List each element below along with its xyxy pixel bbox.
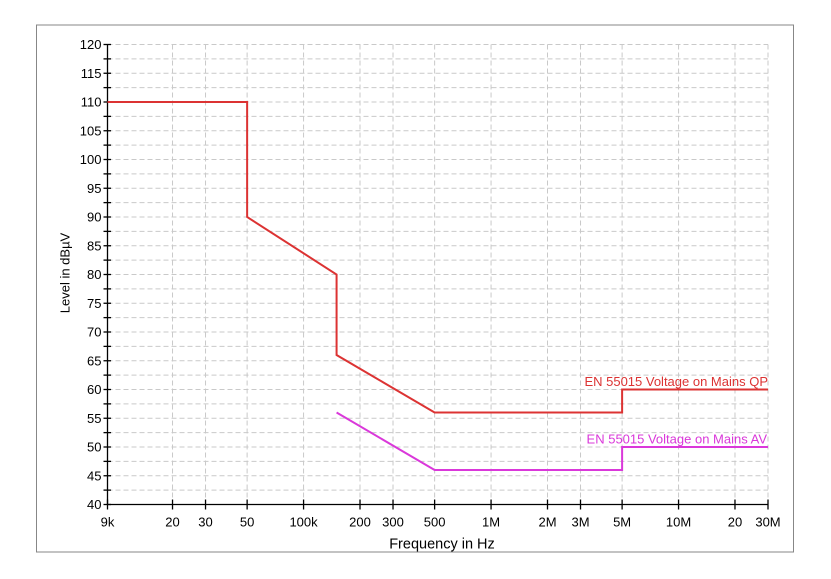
svg-text:EN 55015 Voltage on Mains QP: EN 55015 Voltage on Mains QP [584,374,768,389]
svg-text:30M: 30M [755,515,780,530]
svg-text:200: 200 [349,515,371,530]
svg-text:3M: 3M [571,515,589,530]
svg-text:20: 20 [728,515,742,530]
svg-text:60: 60 [87,382,101,397]
svg-text:EN 55015 Voltage on Mains AV: EN 55015 Voltage on Mains AV [587,431,768,446]
svg-text:95: 95 [87,181,101,196]
svg-text:50: 50 [240,515,254,530]
svg-text:85: 85 [87,238,101,253]
svg-text:40: 40 [87,497,101,512]
svg-text:2M: 2M [538,515,556,530]
svg-text:100k: 100k [289,515,318,530]
svg-text:45: 45 [87,468,101,483]
svg-text:115: 115 [81,66,102,81]
svg-text:1M: 1M [482,515,500,530]
svg-text:10M: 10M [666,515,691,530]
svg-text:50: 50 [87,440,101,455]
svg-text:110: 110 [81,95,102,110]
svg-text:100: 100 [80,152,102,167]
svg-text:80: 80 [87,267,101,282]
svg-text:20: 20 [165,515,179,530]
svg-text:300: 300 [382,515,404,530]
svg-text:75: 75 [87,296,101,311]
svg-text:30: 30 [198,515,212,530]
svg-text:9k: 9k [101,515,115,530]
svg-text:120: 120 [80,37,102,52]
svg-text:500: 500 [424,515,446,530]
svg-text:Frequency in Hz: Frequency in Hz [389,537,495,553]
svg-text:65: 65 [87,353,101,368]
svg-text:Level in dBµV: Level in dBµV [58,232,73,313]
svg-text:70: 70 [87,325,101,340]
svg-text:5M: 5M [613,515,631,530]
svg-text:55: 55 [87,411,101,426]
svg-text:90: 90 [87,210,101,225]
svg-text:105: 105 [80,123,102,138]
